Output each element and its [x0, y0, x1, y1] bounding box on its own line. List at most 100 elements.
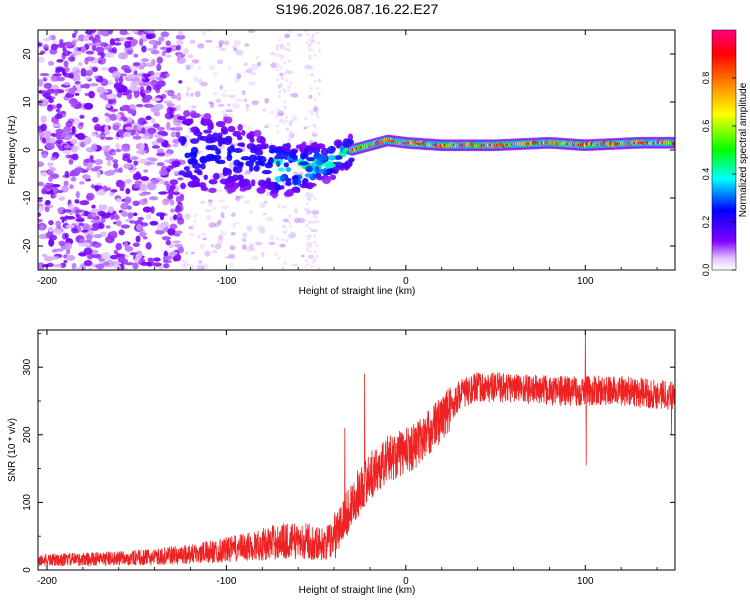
spectrogram-cell [132, 62, 141, 67]
spectrogram-cell [232, 221, 236, 228]
spectrogram-cell [157, 223, 165, 231]
spectrogram-cell [280, 46, 284, 50]
spectrogram-cell [280, 238, 284, 242]
spectrogram-cell [52, 73, 62, 77]
spectrogram-cell [210, 243, 215, 248]
spectrogram-cell [219, 178, 229, 185]
spectrogram-cell [306, 262, 310, 266]
spectrogram-cell [276, 77, 280, 81]
spectrogram-cell [231, 212, 236, 217]
spectrogram-cell [135, 253, 143, 259]
spectrogram-cell [313, 234, 317, 238]
spectrogram-cell [315, 220, 319, 224]
spectrogram-cell [284, 115, 288, 119]
spectrogram-cell [304, 30, 308, 33]
spectrogram-cell [113, 249, 119, 255]
spectrogram-cell [246, 132, 254, 140]
spectrogram-cell [215, 120, 226, 128]
spectrogram-cell [111, 70, 121, 79]
spectrogram-cell [126, 92, 133, 100]
spectrogram-cell [51, 34, 56, 41]
spectrogram-cell [306, 157, 316, 162]
spectrogram-cell [223, 116, 228, 123]
spectrogram-cell [309, 86, 313, 90]
spectrogram-marks [38, 30, 675, 270]
spectrogram-cell [131, 85, 140, 92]
spectrogram-cell [40, 171, 48, 177]
spectrogram-cell [313, 53, 317, 57]
spectrogram-cell [291, 263, 299, 267]
spectrogram-cell [281, 54, 285, 58]
spectrogram-cell [123, 163, 132, 169]
colorbar-tick-label: 0.6 [701, 120, 711, 133]
spectrogram-cell [115, 242, 122, 251]
spectrogram-cell [284, 33, 290, 39]
spectrogram-cell [308, 226, 312, 230]
spectrogram-cell [275, 124, 279, 128]
spectrogram-cell [310, 193, 314, 197]
spectrogram-cell [112, 124, 120, 131]
spectrogram-cell [96, 189, 106, 196]
spectrogram-cell [62, 209, 72, 213]
spectrogram-cell [38, 78, 44, 87]
spectrogram-cell [205, 144, 213, 151]
spectrogram-cell [216, 189, 224, 193]
spectrogram-cell [167, 89, 175, 97]
spectrogram-cell [44, 199, 51, 206]
spectrogram-cell [48, 137, 56, 145]
spectrogram-cell [303, 126, 307, 130]
spectrogram-cell [184, 251, 189, 255]
spectrogram-cell [52, 123, 61, 127]
spectrogram-cell [131, 30, 139, 33]
spectrogram-cell [183, 166, 190, 171]
spectrogram-cell [39, 224, 45, 231]
spectrogram-cell [155, 212, 165, 217]
colorbar-ticks: 0.0 0.2 0.4 0.6 0.8 [701, 72, 736, 276]
spectrogram-cell [100, 78, 109, 87]
spectrogram-cell [245, 160, 255, 167]
spectrogram-cell [134, 93, 139, 99]
spectrogram-cell [88, 36, 95, 41]
spectrogram-cell [50, 43, 59, 51]
spectrogram-cell [286, 42, 291, 47]
spectrogram-cell [191, 105, 197, 109]
spectrogram-cell [77, 34, 86, 42]
spectrogram-cell [78, 222, 84, 227]
spectrogram-cell [153, 257, 161, 262]
spectrogram-cell [68, 203, 75, 211]
spectrogram-cell [113, 168, 121, 173]
spectrogram-cell [136, 149, 146, 155]
spectrogram-cell [186, 87, 191, 92]
spectrogram-cell [217, 103, 225, 107]
spectrogram-cell [117, 255, 126, 264]
spectrogram-cell [248, 154, 258, 163]
spectrogram-cell [202, 237, 207, 241]
spectrogram-cell [279, 66, 283, 70]
spectrogram-cell [270, 189, 278, 194]
spectrogram-cell [162, 263, 170, 269]
spectrogram-cell [196, 234, 201, 239]
spectrogram-cell [307, 48, 314, 52]
spectrogram-cell [220, 109, 227, 114]
spectrogram-cell [150, 80, 159, 87]
spectrogram-cell [218, 42, 223, 48]
spectrogram-cell [38, 212, 42, 217]
spectrogram-cell [55, 67, 65, 73]
spectrogram-cell [263, 200, 268, 204]
spectrogram-cell [49, 132, 57, 137]
spectrogram-cell [38, 161, 45, 168]
spectrogram-cell [167, 194, 174, 200]
spectrogram-cell [276, 160, 281, 167]
spectrogram-cell [193, 76, 199, 83]
spectrogram-cell [53, 88, 59, 96]
spectrogram-cell [305, 165, 313, 173]
spectrogram-cell [287, 71, 291, 75]
spectrogram-cell [310, 264, 314, 268]
spectrogram-cell [278, 167, 285, 172]
spectrogram-cell [165, 73, 170, 78]
spectrogram-cell [72, 50, 82, 56]
spectrogram-cell [261, 169, 272, 175]
spectrogram-cell [165, 54, 172, 58]
spectrogram-cell [79, 122, 84, 126]
